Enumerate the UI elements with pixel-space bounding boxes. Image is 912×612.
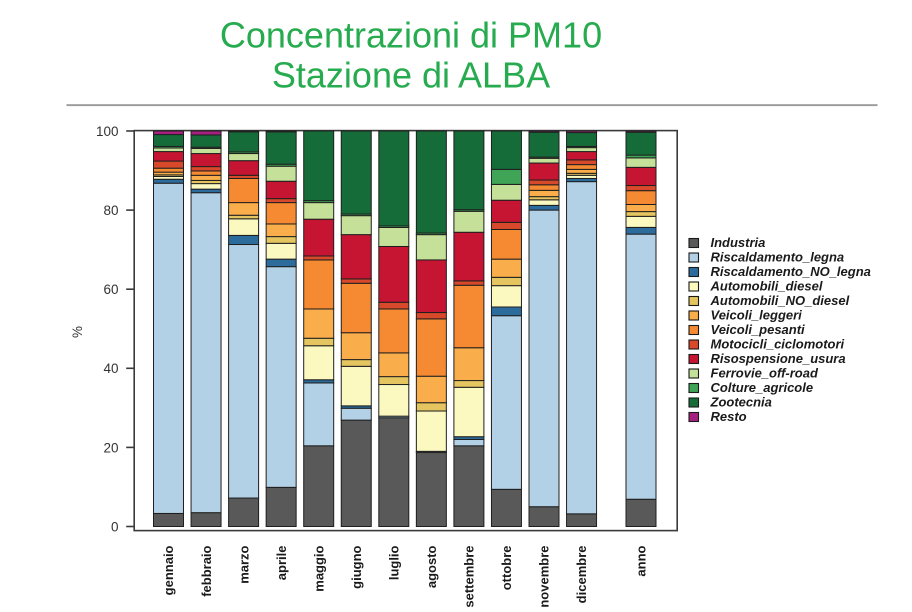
svg-text:Ferrovie_off-road: Ferrovie_off-road: [711, 366, 819, 381]
svg-text:Automobili_diesel: Automobili_diesel: [710, 279, 823, 294]
svg-text:novembre: novembre: [537, 546, 552, 608]
svg-text:Zootecnia: Zootecnia: [710, 395, 772, 410]
svg-text:anno: anno: [634, 545, 649, 576]
svg-text:20: 20: [103, 440, 118, 455]
svg-text:Stazione di ALBA: Stazione di ALBA: [272, 55, 550, 96]
svg-text:40: 40: [103, 361, 118, 376]
svg-text:Risospensione_usura: Risospensione_usura: [711, 351, 846, 366]
svg-text:Motocicli_ciclomotori: Motocicli_ciclomotori: [711, 337, 845, 352]
svg-text:0: 0: [111, 519, 119, 534]
svg-text:Concentrazioni di PM10: Concentrazioni di PM10: [220, 15, 602, 56]
svg-text:60: 60: [103, 282, 118, 297]
svg-text:Riscaldamento_NO_legna: Riscaldamento_NO_legna: [711, 264, 871, 279]
svg-text:ottobre: ottobre: [499, 546, 514, 591]
svg-text:%: %: [70, 326, 85, 338]
svg-text:giugno: giugno: [349, 545, 364, 588]
svg-text:aprile: aprile: [274, 546, 289, 581]
svg-text:Industria: Industria: [711, 235, 766, 250]
svg-text:marzo: marzo: [236, 545, 251, 583]
svg-text:luglio: luglio: [387, 545, 402, 580]
svg-text:100: 100: [96, 124, 119, 139]
svg-text:gennaio: gennaio: [161, 545, 176, 595]
svg-text:febbraio: febbraio: [199, 545, 214, 596]
svg-text:Riscaldamento_legna: Riscaldamento_legna: [711, 250, 845, 265]
svg-text:Automobili_NO_diesel: Automobili_NO_diesel: [710, 293, 850, 308]
svg-text:maggio: maggio: [311, 545, 326, 591]
svg-text:agosto: agosto: [424, 545, 439, 588]
svg-text:80: 80: [103, 203, 118, 218]
svg-text:Veicoli_leggeri: Veicoli_leggeri: [711, 308, 803, 323]
svg-text:Colture_agricole: Colture_agricole: [711, 380, 814, 395]
svg-text:dicembre: dicembre: [574, 546, 589, 604]
svg-text:settembre: settembre: [462, 546, 477, 608]
svg-text:Resto: Resto: [711, 409, 747, 424]
svg-text:Veicoli_pesanti: Veicoli_pesanti: [711, 322, 806, 337]
